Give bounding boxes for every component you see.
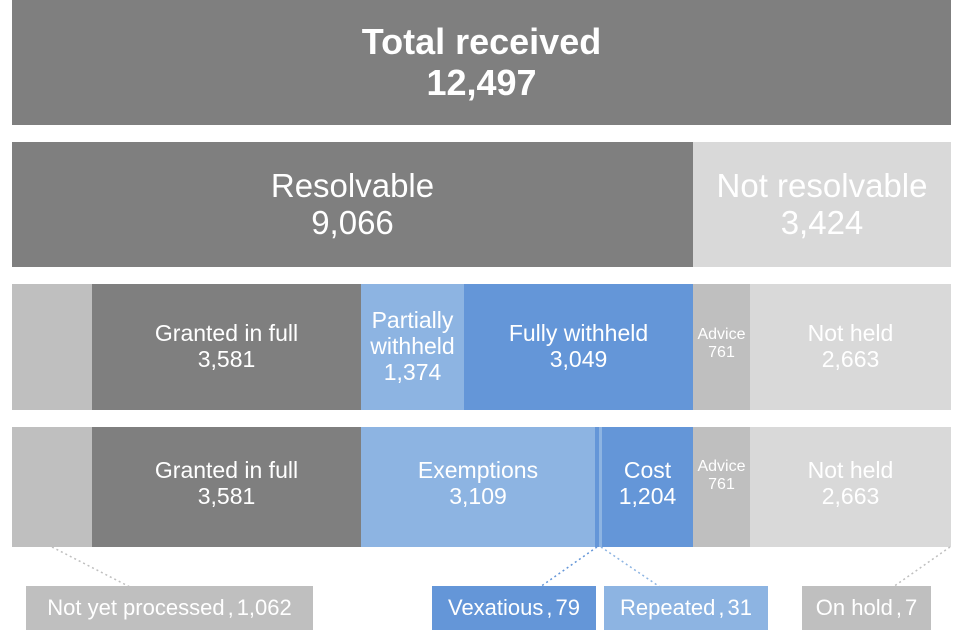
exemptions-block: Exemptions 3,109: [361, 427, 595, 547]
not-resolvable-label: Not resolvable: [716, 166, 928, 204]
cost-block: Cost 1,204: [602, 427, 693, 547]
not-held-value-row4: 2,663: [821, 482, 880, 509]
fully-withheld-block: Fully withheld 3,049: [464, 284, 693, 410]
advice-value-row4: 761: [708, 475, 735, 493]
advice-block-row4: Advice 761: [693, 427, 750, 547]
not-yet-processed-segment-row4: [12, 427, 92, 547]
cost-label: Cost: [623, 457, 672, 483]
resolvable-value: 9,066: [311, 203, 394, 241]
not-held-label-row4: Not held: [807, 457, 894, 483]
not-held-label: Not held: [807, 320, 894, 347]
vexatious-separator: ,: [546, 595, 553, 620]
partially-withheld-label-line2: withheld: [370, 333, 455, 360]
advice-label-row4: Advice: [697, 458, 746, 475]
not-yet-processed-label: Not yet processed: [47, 595, 225, 620]
on-hold-tag: On hold, 7: [802, 586, 931, 630]
total-received-label: Total received: [361, 21, 602, 63]
granted-full-value: 3,581: [197, 346, 256, 372]
not-held-block-row4: Not held 2,663: [750, 427, 951, 547]
exemptions-value: 3,109: [449, 482, 507, 509]
granted-full-block-row4: Granted in full 3,581: [92, 427, 361, 547]
partially-withheld-block: Partially withheld 1,374: [361, 284, 464, 410]
vexatious-segment: [595, 427, 599, 547]
not-yet-processed-separator: ,: [227, 595, 234, 620]
granted-full-label: Granted in full: [154, 320, 299, 347]
on-hold-separator: ,: [895, 595, 902, 620]
connector-repeated: [600, 546, 661, 588]
granted-full-label-row4: Granted in full: [154, 457, 299, 483]
resolvable-block: Resolvable 9,066: [12, 142, 693, 267]
connector-on-hold: [892, 546, 951, 588]
granted-full-block: Granted in full 3,581: [92, 284, 361, 410]
fully-withheld-label: Fully withheld: [508, 320, 649, 347]
not-held-value: 2,663: [821, 346, 880, 372]
granted-full-value-row4: 3,581: [197, 482, 256, 509]
vexatious-value: 79: [555, 595, 580, 620]
on-hold-value: 7: [904, 595, 918, 620]
not-resolvable-block: Not resolvable 3,424: [693, 142, 951, 267]
repeated-segment: [599, 427, 602, 547]
repeated-separator: ,: [718, 595, 725, 620]
not-yet-processed-segment-row3: [12, 284, 92, 410]
repeated-tag: Repeated, 31: [604, 586, 768, 630]
repeated-value: 31: [727, 595, 753, 620]
partially-withheld-value: 1,374: [383, 358, 442, 385]
connector-not-yet-processed: [51, 546, 131, 588]
repeated-label: Repeated: [619, 595, 716, 620]
not-yet-processed-tag: Not yet processed, 1,062: [26, 586, 313, 630]
not-yet-processed-value: 1,062: [236, 595, 292, 620]
partially-withheld-label-line1: Partially: [371, 307, 454, 334]
total-received-block: Total received 12,497: [12, 0, 951, 125]
not-resolvable-value: 3,424: [780, 203, 864, 241]
fully-withheld-value: 3,049: [549, 346, 608, 372]
advice-label: Advice: [697, 326, 746, 343]
cost-value: 1,204: [618, 482, 677, 509]
connector-vexatious: [539, 546, 598, 588]
total-received-value: 12,497: [426, 61, 537, 103]
not-held-block: Not held 2,663: [750, 284, 951, 410]
vexatious-label: Vexatious: [447, 595, 544, 620]
resolvable-label: Resolvable: [270, 166, 435, 204]
advice-block: Advice 761: [693, 284, 750, 410]
advice-value: 761: [708, 343, 735, 361]
vexatious-tag: Vexatious, 79: [432, 586, 596, 630]
on-hold-label: On hold: [815, 595, 893, 620]
exemptions-label: Exemptions: [417, 457, 539, 483]
